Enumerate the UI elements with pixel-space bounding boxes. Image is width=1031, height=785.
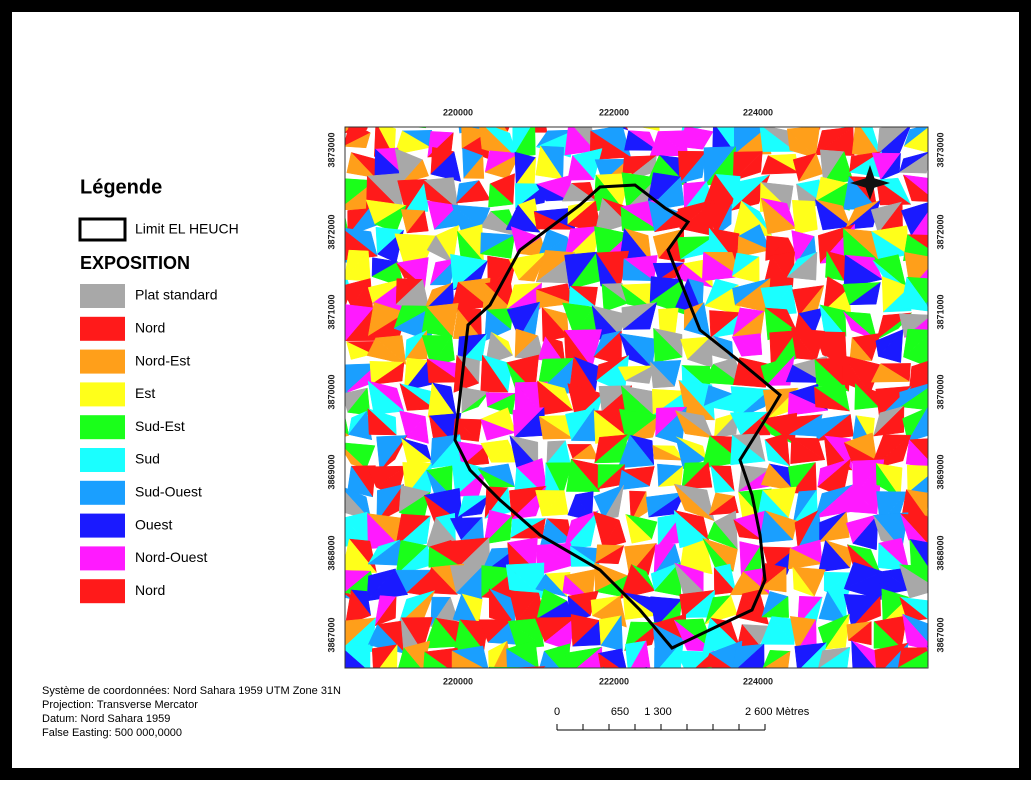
y-coord-label: 3871000 <box>935 294 945 329</box>
legend-label: Plat standard <box>135 287 218 303</box>
legend-label: Sud <box>135 451 160 467</box>
x-coord-label: 220000 <box>443 107 473 117</box>
legend-swatch <box>80 284 125 308</box>
legend-swatch <box>80 579 125 603</box>
legend-label: Est <box>135 385 155 401</box>
y-coord-label: 3867000 <box>326 617 336 652</box>
y-coord-label: 3867000 <box>935 617 945 652</box>
y-coord-label: 3870000 <box>326 374 336 409</box>
legend-boundary: Limit EL HEUCH <box>135 221 239 237</box>
x-coord-label: 222000 <box>599 107 629 117</box>
legend-label: Nord-Est <box>135 352 190 368</box>
y-coord-label: 3870000 <box>935 374 945 409</box>
legend-swatch <box>80 350 125 374</box>
scale-label: 0 <box>554 706 560 718</box>
legend-swatch <box>80 546 125 570</box>
legend-swatch <box>80 481 125 505</box>
y-coord-label: 3869000 <box>326 454 336 489</box>
legend-subtitle: EXPOSITION <box>80 253 190 273</box>
y-coord-label: 3872000 <box>935 214 945 249</box>
scale-label: 650 <box>611 706 629 718</box>
legend-label: Nord <box>135 582 165 598</box>
x-coord-label: 220000 <box>443 676 473 686</box>
legend-title: Légende <box>80 176 162 198</box>
scale-label: 1 300 <box>644 706 672 718</box>
y-coord-label: 3868000 <box>326 535 336 570</box>
y-coord-label: 3869000 <box>935 454 945 489</box>
legend-label: Sud-Ouest <box>135 484 202 500</box>
legend-label: Ouest <box>135 516 172 532</box>
legend-swatch <box>80 514 125 538</box>
legend-label: Nord-Ouest <box>135 549 207 565</box>
projection-note: False Easting: 500 000,0000 <box>42 727 182 739</box>
legend-swatch <box>80 448 125 472</box>
y-coord-label: 3873000 <box>326 132 336 167</box>
x-coord-label: 224000 <box>743 676 773 686</box>
legend-swatch <box>80 382 125 406</box>
projection-note: Datum: Nord Sahara 1959 <box>42 713 170 725</box>
map-page: Légende Limit EL HEUCH EXPOSITION 0 650 1 … <box>0 0 1031 780</box>
legend-label: Nord <box>135 320 165 336</box>
x-coord-label: 224000 <box>743 107 773 117</box>
y-coord-label: 3872000 <box>326 214 336 249</box>
legend-label: Sud-Est <box>135 418 185 434</box>
scale-label: 2 600 Mètres <box>745 706 810 718</box>
y-coord-label: 3873000 <box>935 132 945 167</box>
projection-note: Système de coordonnées: Nord Sahara 1959… <box>42 685 341 697</box>
x-coord-label: 222000 <box>599 676 629 686</box>
y-coord-label: 3868000 <box>935 535 945 570</box>
legend-swatch <box>80 317 125 341</box>
projection-note: Projection: Transverse Mercator <box>42 699 198 711</box>
y-coord-label: 3871000 <box>326 294 336 329</box>
legend-swatch <box>80 415 125 439</box>
